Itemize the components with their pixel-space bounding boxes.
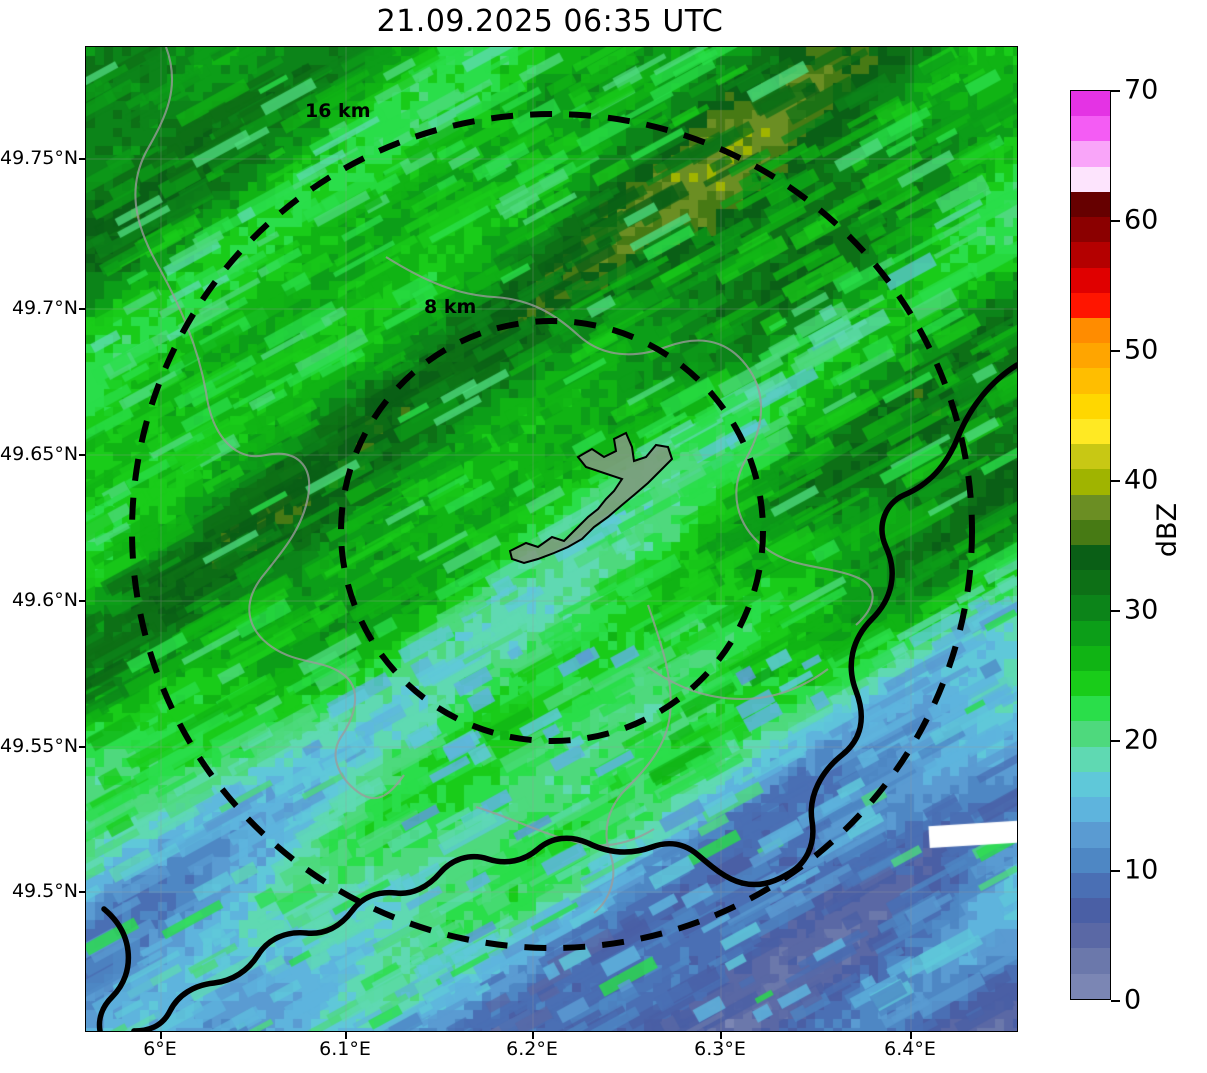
colorbar-segment bbox=[1071, 544, 1110, 571]
colorbar-tick-mark bbox=[1111, 610, 1120, 612]
colorbar-segment bbox=[1071, 141, 1110, 167]
colorbar-segment bbox=[1071, 620, 1110, 646]
lat-tick-label: 49.75°N bbox=[0, 147, 79, 169]
colorbar-segment bbox=[1071, 368, 1110, 394]
lon-tick-mark bbox=[345, 1032, 347, 1039]
colorbar-tick-label: 10 bbox=[1124, 854, 1159, 886]
colorbar-segment bbox=[1071, 872, 1110, 898]
lat-tick-mark bbox=[79, 308, 86, 310]
lon-tick-label: 6.4°E bbox=[884, 1038, 936, 1060]
lat-tick-mark bbox=[79, 158, 86, 160]
colorbar-segment bbox=[1071, 519, 1110, 545]
lon-tick-label: 6.2°E bbox=[506, 1038, 558, 1060]
colorbar-tick-mark bbox=[1111, 480, 1120, 482]
colorbar-segment bbox=[1071, 116, 1110, 142]
colorbar-segment bbox=[1071, 923, 1110, 949]
colorbar-segment bbox=[1071, 217, 1110, 243]
lake-polygon bbox=[508, 431, 674, 565]
national-border bbox=[96, 362, 1017, 1031]
page-title: 21.09.2025 06:35 UTC bbox=[376, 4, 724, 39]
colorbar-axis-label: dBZ bbox=[1152, 502, 1183, 558]
range-ring-label: 16 km bbox=[305, 100, 371, 122]
graticule bbox=[86, 47, 1017, 1031]
range-ring-16km bbox=[129, 111, 975, 951]
colorbar-tick-mark bbox=[1111, 350, 1120, 352]
colorbar-segment bbox=[1071, 721, 1110, 747]
colorbar-segment bbox=[1071, 822, 1110, 848]
lon-tick-label: 6.3°E bbox=[694, 1038, 746, 1060]
colorbar-segment bbox=[1071, 797, 1110, 823]
colorbar-tick-label: 20 bbox=[1124, 724, 1159, 756]
colorbar-segment bbox=[1071, 444, 1110, 470]
lon-tick-label: 6°E bbox=[143, 1038, 177, 1060]
colorbar-segment bbox=[1071, 393, 1110, 419]
colorbar-segment bbox=[1071, 91, 1110, 117]
lon-tick-mark bbox=[720, 1032, 722, 1039]
colorbar-segment bbox=[1071, 645, 1110, 672]
colorbar-tick-label: 30 bbox=[1124, 594, 1159, 626]
lat-tick-label: 49.65°N bbox=[0, 443, 79, 465]
radar-map[interactable] bbox=[85, 46, 1018, 1032]
colorbar-segment bbox=[1071, 570, 1110, 596]
lon-tick-mark bbox=[910, 1032, 912, 1039]
lat-tick-mark bbox=[79, 600, 86, 602]
colorbar-tick-mark bbox=[1111, 220, 1120, 222]
lon-tick-mark bbox=[160, 1032, 162, 1039]
colorbar-segment bbox=[1071, 267, 1110, 293]
colorbar-segment bbox=[1071, 292, 1110, 318]
colorbar-segment bbox=[1071, 317, 1110, 344]
colorbar-segment bbox=[1071, 242, 1110, 268]
colorbar-segment bbox=[1071, 191, 1110, 218]
colorbar-tick-label: 40 bbox=[1124, 464, 1159, 496]
range-ring-label: 8 km bbox=[424, 296, 477, 318]
colorbar-segment bbox=[1071, 973, 1110, 999]
colorbar-segment bbox=[1071, 595, 1110, 621]
lat-tick-mark bbox=[79, 746, 86, 748]
lon-tick-label: 6.1°E bbox=[319, 1038, 371, 1060]
admin-boundaries bbox=[134, 47, 874, 914]
colorbar-segment bbox=[1071, 343, 1110, 369]
range-rings bbox=[129, 111, 975, 951]
colorbar-tick-label: 50 bbox=[1124, 334, 1159, 366]
colorbar-segment bbox=[1071, 671, 1110, 697]
colorbar-segment bbox=[1071, 469, 1110, 495]
lat-tick-label: 49.6°N bbox=[11, 589, 78, 611]
lat-tick-label: 49.55°N bbox=[0, 735, 79, 757]
colorbar-segment bbox=[1071, 494, 1110, 520]
colorbar-tick-mark bbox=[1111, 740, 1120, 742]
colorbar-segment bbox=[1071, 771, 1110, 798]
lat-tick-label: 49.5°N bbox=[11, 880, 78, 902]
colorbar-segment bbox=[1071, 696, 1110, 722]
lon-tick-mark bbox=[532, 1032, 534, 1039]
range-ring-8km bbox=[338, 318, 766, 744]
colorbar-tick-mark bbox=[1111, 1000, 1120, 1002]
colorbar-segment bbox=[1071, 418, 1110, 445]
colorbar-segment bbox=[1071, 898, 1110, 924]
colorbar-tick-mark bbox=[1111, 870, 1120, 872]
lat-tick-mark bbox=[79, 454, 86, 456]
colorbar-segment bbox=[1071, 166, 1110, 192]
colorbar-segment bbox=[1071, 746, 1110, 772]
colorbar-tick-label: 60 bbox=[1124, 204, 1159, 236]
colorbar-segment bbox=[1071, 847, 1110, 873]
colorbar-tick-label: 0 bbox=[1124, 984, 1142, 1016]
colorbar-tick-label: 70 bbox=[1124, 74, 1159, 106]
dbz-colorbar[interactable] bbox=[1070, 90, 1111, 1000]
colorbar-segment bbox=[1071, 948, 1110, 974]
lat-tick-label: 49.7°N bbox=[11, 297, 78, 319]
colorbar-tick-mark bbox=[1111, 90, 1120, 92]
map-vector-overlay bbox=[86, 47, 1017, 1031]
lat-tick-mark bbox=[79, 891, 86, 893]
